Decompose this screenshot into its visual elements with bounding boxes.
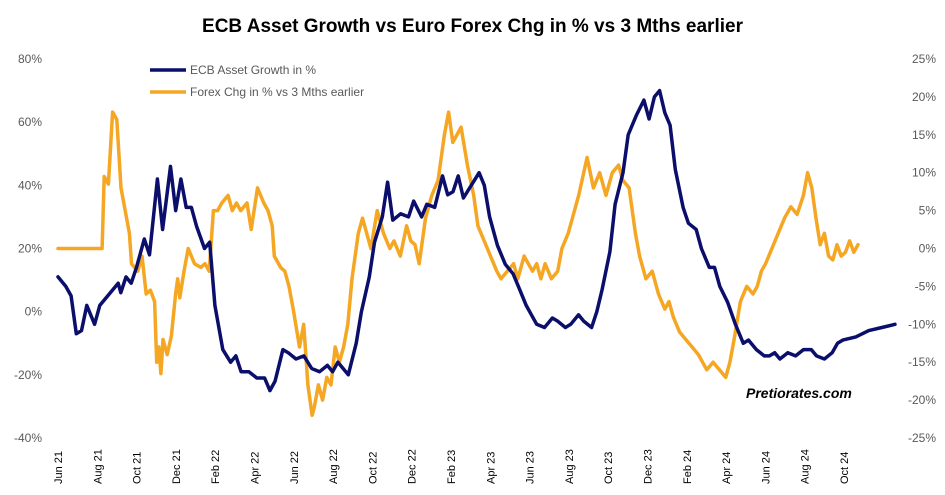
x-tick-label: Feb 22 xyxy=(210,450,222,484)
x-tick-label: Apr 24 xyxy=(721,452,733,484)
y-left-tick-label: 20% xyxy=(18,242,42,256)
x-tick-label: Dec 22 xyxy=(407,449,419,484)
x-tick-label: Aug 22 xyxy=(328,449,340,484)
legend-label: Forex Chg in % vs 3 Mths earlier xyxy=(190,85,364,99)
y-left-tick-label: -40% xyxy=(14,431,42,445)
y-right-tick-label: -15% xyxy=(908,355,936,369)
y-right-tick-label: 10% xyxy=(912,166,936,180)
x-tick-label: Aug 24 xyxy=(800,449,812,484)
y-right-tick-label: -5% xyxy=(915,279,937,293)
ecb-asset-growth-line xyxy=(56,88,897,393)
y-left-tick-label: 0% xyxy=(25,305,43,319)
y-right-tick-label: -10% xyxy=(908,317,936,331)
y-right-tick-label: 5% xyxy=(919,204,937,218)
watermark-text: Pretiorates.com xyxy=(746,385,852,401)
y-right-tick-label: -25% xyxy=(908,431,936,445)
x-tick-label: Jun 23 xyxy=(525,451,537,484)
x-tick-label: Apr 23 xyxy=(485,452,497,484)
x-tick-label: Dec 23 xyxy=(643,449,655,484)
y-right-tick-label: 20% xyxy=(912,90,936,104)
y-right-tick-label: 25% xyxy=(912,52,936,66)
y-right-tick-label: 15% xyxy=(912,128,936,142)
x-tick-label: Oct 23 xyxy=(603,452,615,484)
x-tick-label: Oct 22 xyxy=(367,452,379,484)
chart-title: ECB Asset Growth vs Euro Forex Chg in % … xyxy=(202,16,743,37)
forex-chg-line xyxy=(56,110,860,418)
x-tick-label: Oct 21 xyxy=(132,452,144,484)
y-left-tick-label: 40% xyxy=(18,178,42,192)
y-left-tick-label: 60% xyxy=(18,115,42,129)
x-tick-label: Oct 24 xyxy=(839,452,851,484)
y-right-tick-label: 0% xyxy=(919,242,937,256)
x-tick-label: Aug 21 xyxy=(92,449,104,484)
y-left-tick-label: 80% xyxy=(18,52,42,66)
x-tick-label: Jun 21 xyxy=(53,451,65,484)
x-tick-label: Feb 23 xyxy=(446,450,458,484)
x-tick-label: Feb 24 xyxy=(682,450,694,484)
y-right-tick-label: -20% xyxy=(908,393,936,407)
legend-label: ECB Asset Growth in % xyxy=(190,63,316,77)
y-left-tick-label: -20% xyxy=(14,368,42,382)
x-tick-label: Jun 24 xyxy=(760,451,772,484)
x-tick-label: Apr 22 xyxy=(250,452,262,484)
x-tick-label: Aug 23 xyxy=(564,449,576,484)
x-tick-label: Jun 22 xyxy=(289,451,301,484)
x-tick-label: Dec 21 xyxy=(171,449,183,484)
